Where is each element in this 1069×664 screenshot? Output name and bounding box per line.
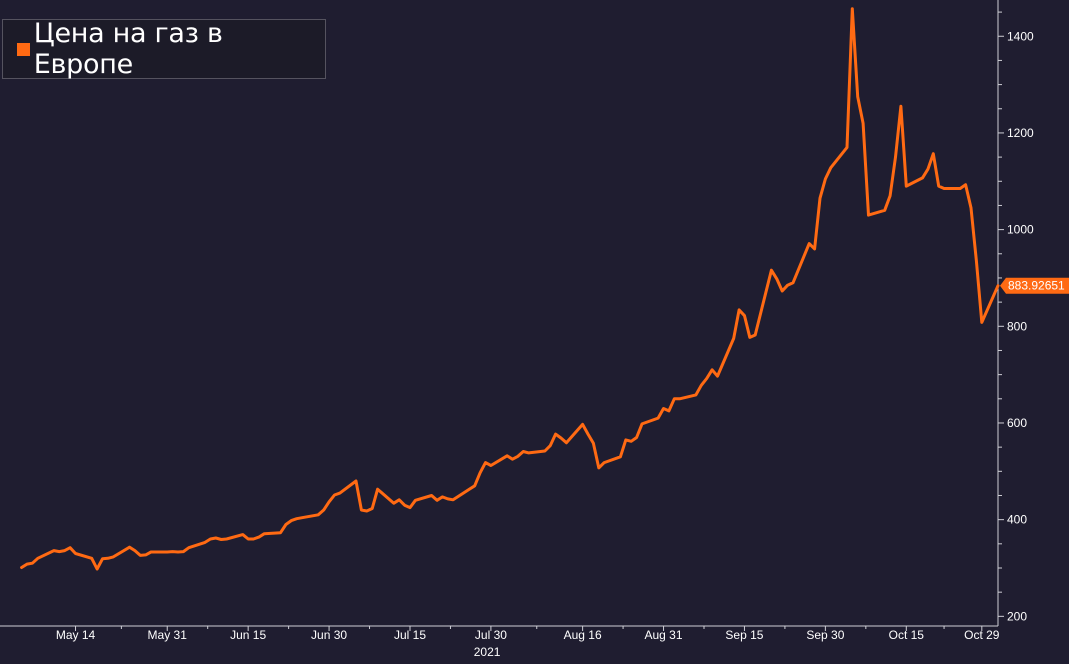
y-tick-label: 1000	[1007, 223, 1034, 237]
x-tick-label: Sep 30	[806, 628, 844, 642]
legend-label: Цена на газ в Европе	[33, 18, 223, 80]
x-tick-label: Aug 16	[564, 628, 602, 642]
y-tick-label: 200	[1007, 609, 1027, 623]
last-value-label: 883.92651	[1008, 279, 1065, 293]
last-value-badge	[1000, 277, 1069, 294]
x-tick-label: Jul 30	[475, 628, 507, 642]
y-tick-label: 600	[1007, 416, 1027, 430]
y-tick-label: 1200	[1007, 126, 1034, 140]
legend: Цена на газ в Европе	[2, 18, 326, 80]
chart-axes: 200 400 600 800 1000 1200 1400 May 14 May 31 Jun …	[0, 0, 1034, 659]
last-value-marker: 883.92651	[1000, 277, 1069, 294]
y-tick-label: 800	[1007, 319, 1027, 333]
x-tick-label: Jul 15	[394, 628, 426, 642]
series-line	[20, 7, 1000, 571]
x-tick-label: Aug 31	[645, 628, 683, 642]
year-label: 2021	[474, 645, 501, 659]
y-tick-label: 1400	[1007, 29, 1034, 43]
x-tick-label: Oct 29	[964, 628, 1000, 642]
x-tick-label: May 31	[148, 628, 188, 642]
x-tick-label: Sep 15	[725, 628, 763, 642]
legend-swatch-square-icon	[17, 42, 30, 56]
line-layer	[20, 7, 1000, 571]
x-tick-label: Oct 15	[889, 628, 925, 642]
x-tick-label: Jun 15	[230, 628, 266, 642]
y-tick-label: 400	[1007, 513, 1027, 527]
x-tick-label: Jun 30	[311, 628, 347, 642]
x-tick-label: May 14	[56, 628, 96, 642]
